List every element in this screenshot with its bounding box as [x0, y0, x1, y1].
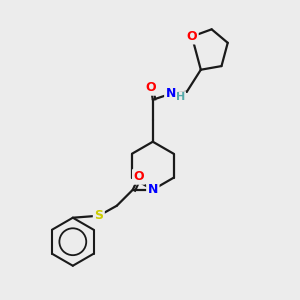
- Text: S: S: [94, 209, 103, 222]
- Text: H: H: [176, 92, 185, 102]
- Text: N: N: [166, 87, 176, 100]
- Text: N: N: [148, 183, 158, 196]
- Text: O: O: [187, 30, 197, 43]
- Text: O: O: [146, 81, 156, 94]
- Text: O: O: [134, 170, 144, 183]
